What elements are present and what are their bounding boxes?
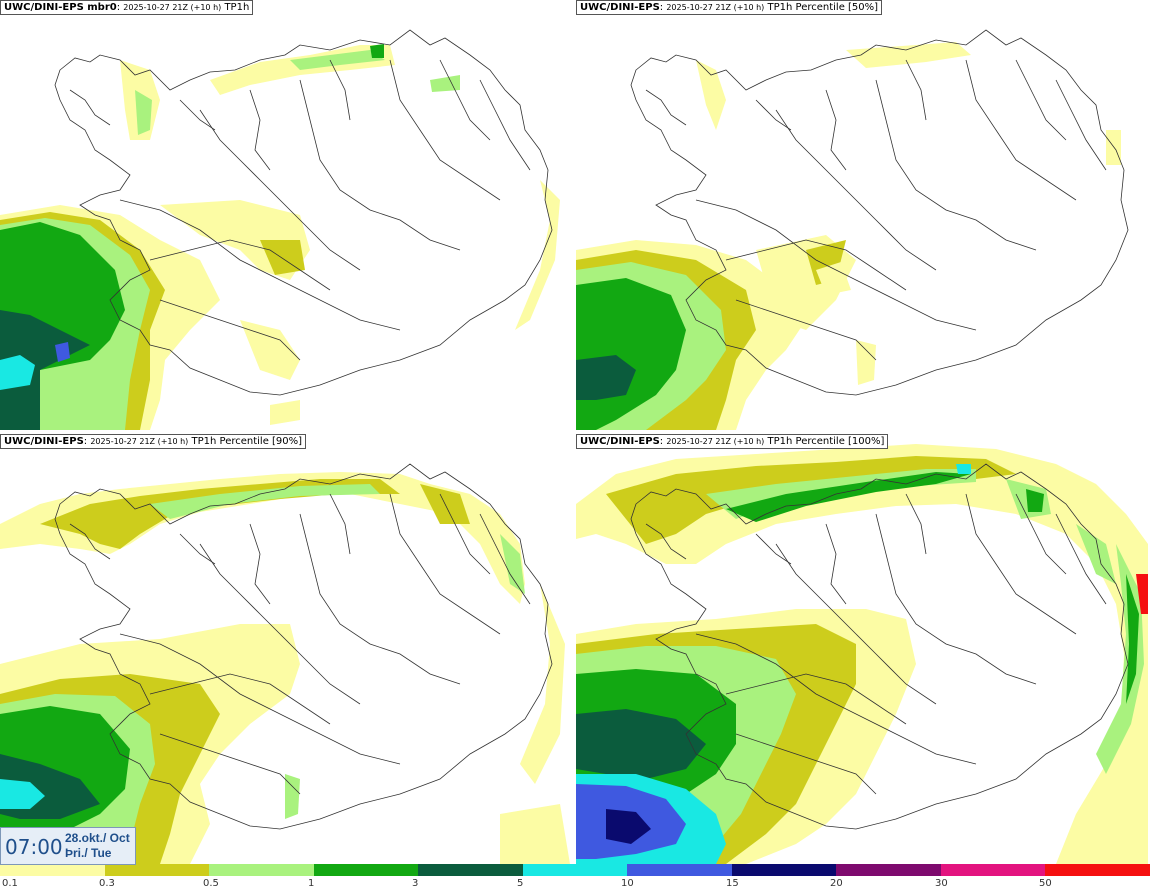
map-panel-p100: UWC/DINI-EPS: 2025-10-27 21Z (+10 h) TP1… [576,434,1148,864]
colorbar-label: 20 [830,878,843,889]
precip-map-p50 [576,29,1129,430]
colorbar-label: 50 [1039,878,1052,889]
precip-map-p100 [576,444,1148,864]
panel-title: UWC/DINI-EPS mbr0: 2025-10-27 21Z (+10 h… [0,0,254,15]
colorbar-swatch [418,864,523,876]
colorbar-label: 5 [517,878,524,889]
colorbar-label: 3 [412,878,419,889]
colorbar-swatch [0,864,105,876]
map-panel-p90: UWC/DINI-EPS: 2025-10-27 21Z (+10 h) TP1… [0,434,572,864]
precip-colorbar: 0.1 0.3 0.5 1 3 5 10 15 20 30 50 [0,864,1150,891]
precip-map-p90 [0,463,570,864]
colorbar-swatch [522,864,628,876]
colorbar-swatches [0,864,1150,876]
colorbar-swatch [731,864,837,876]
colorbar-label: 0.5 [203,878,219,889]
colorbar-swatch [836,864,941,876]
colorbar-swatch [1045,864,1150,876]
valid-day: Þri./ Tue [65,846,112,860]
colorbar-label: 10 [621,878,634,889]
panel-title: UWC/DINI-EPS: 2025-10-27 21Z (+10 h) TP1… [576,0,883,15]
panel-title: UWC/DINI-EPS: 2025-10-27 21Z (+10 h) TP1… [0,434,307,449]
colorbar-swatch [313,864,419,876]
panel-title: UWC/DINI-EPS: 2025-10-27 21Z (+10 h) TP1… [576,434,889,449]
colorbar-swatch [627,864,732,876]
colorbar-swatch [209,864,314,876]
colorbar-label: 30 [935,878,948,889]
map-panel-p50: UWC/DINI-EPS: 2025-10-27 21Z (+10 h) TP1… [576,0,1148,430]
colorbar-label: 15 [726,878,739,889]
colorbar-swatch [104,864,210,876]
colorbar-label: 0.1 [2,878,18,889]
colorbar-label: 1 [308,878,315,889]
colorbar-label: 0.3 [99,878,115,889]
precip-map-mbr0 [0,29,560,430]
map-panel-mbr0: UWC/DINI-EPS mbr0: 2025-10-27 21Z (+10 h… [0,0,572,430]
valid-date: 28.okt./ Oct [65,831,130,845]
colorbar-swatch [940,864,1046,876]
valid-time-box: 07:00 28.okt./ Oct Þri./ Tue [0,827,136,865]
valid-time: 07:00 [5,835,63,859]
